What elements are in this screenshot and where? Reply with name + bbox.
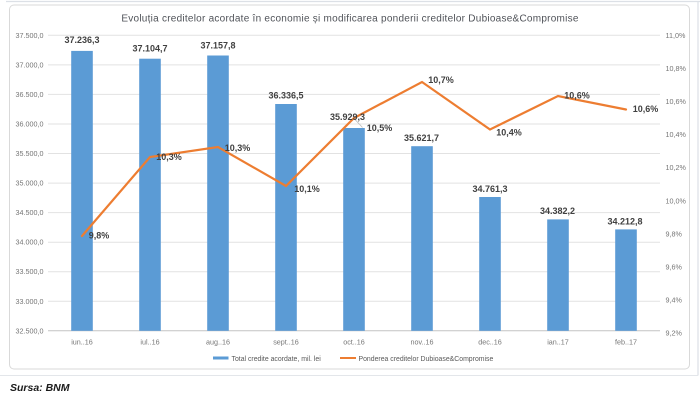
svg-text:35.621,7: 35.621,7	[404, 133, 439, 143]
svg-text:10,4%: 10,4%	[666, 130, 687, 139]
svg-text:10,5%: 10,5%	[367, 123, 393, 133]
svg-text:34.761,3: 34.761,3	[472, 184, 507, 194]
svg-text:Sursa: BNM: Sursa: BNM	[10, 382, 70, 394]
svg-text:Ponderea creditelor Dubioase&C: Ponderea creditelor Dubioase&Compromise	[359, 356, 494, 363]
svg-text:Total credite acordate, mil. l: Total credite acordate, mil. lei	[232, 356, 322, 363]
svg-text:10,6%: 10,6%	[633, 104, 659, 114]
svg-text:Evoluția creditelor acordate î: Evoluția creditelor acordate în economie…	[121, 14, 578, 25]
svg-text:35.929,3: 35.929,3	[330, 112, 365, 122]
svg-text:aug..16: aug..16	[206, 338, 230, 347]
svg-text:37.500,0: 37.500,0	[16, 31, 44, 40]
svg-text:sept..16: sept..16	[273, 338, 299, 347]
svg-text:10,8%: 10,8%	[666, 64, 687, 73]
svg-text:10,3%: 10,3%	[225, 143, 251, 153]
svg-text:37.104,7: 37.104,7	[132, 44, 167, 54]
svg-text:35.500,0: 35.500,0	[16, 149, 44, 158]
svg-text:36.500,0: 36.500,0	[16, 90, 44, 99]
svg-text:9,4%: 9,4%	[666, 296, 683, 305]
svg-text:37.236,3: 37.236,3	[64, 35, 99, 45]
svg-text:36.336,5: 36.336,5	[268, 91, 303, 101]
svg-text:36.000,0: 36.000,0	[16, 120, 44, 129]
svg-text:9,6%: 9,6%	[666, 263, 683, 272]
svg-text:32.500,0: 32.500,0	[16, 326, 44, 335]
svg-text:33.000,0: 33.000,0	[16, 297, 44, 306]
svg-text:feb..17: feb..17	[615, 338, 637, 347]
svg-text:34.500,0: 34.500,0	[16, 208, 44, 217]
svg-text:9,8%: 9,8%	[666, 229, 683, 238]
svg-text:9,8%: 9,8%	[89, 231, 110, 241]
svg-text:iul..16: iul..16	[140, 338, 159, 347]
svg-text:ian..17: ian..17	[547, 338, 569, 347]
svg-text:10,3%: 10,3%	[156, 152, 182, 162]
svg-text:11,0%: 11,0%	[666, 31, 686, 40]
svg-text:10,0%: 10,0%	[666, 196, 687, 205]
svg-text:34.382,2: 34.382,2	[540, 206, 575, 216]
svg-text:10,6%: 10,6%	[666, 97, 687, 106]
svg-text:dec..16: dec..16	[478, 338, 502, 347]
svg-text:10,4%: 10,4%	[496, 128, 522, 138]
svg-text:iun..16: iun..16	[71, 338, 93, 347]
svg-text:33.500,0: 33.500,0	[16, 267, 44, 276]
svg-text:10,6%: 10,6%	[564, 91, 590, 101]
svg-text:34.212,8: 34.212,8	[607, 217, 642, 227]
svg-text:10,1%: 10,1%	[294, 184, 320, 194]
svg-text:37.157,8: 37.157,8	[200, 41, 235, 51]
svg-text:oct..16: oct..16	[343, 338, 365, 347]
svg-text:10,7%: 10,7%	[428, 75, 454, 85]
svg-text:35.000,0: 35.000,0	[16, 179, 44, 188]
svg-text:nov..16: nov..16	[410, 338, 433, 347]
svg-text:37.000,0: 37.000,0	[16, 60, 44, 69]
svg-text:10,2%: 10,2%	[666, 163, 687, 172]
svg-text:9,2%: 9,2%	[666, 329, 683, 338]
svg-text:34.000,0: 34.000,0	[16, 238, 44, 247]
